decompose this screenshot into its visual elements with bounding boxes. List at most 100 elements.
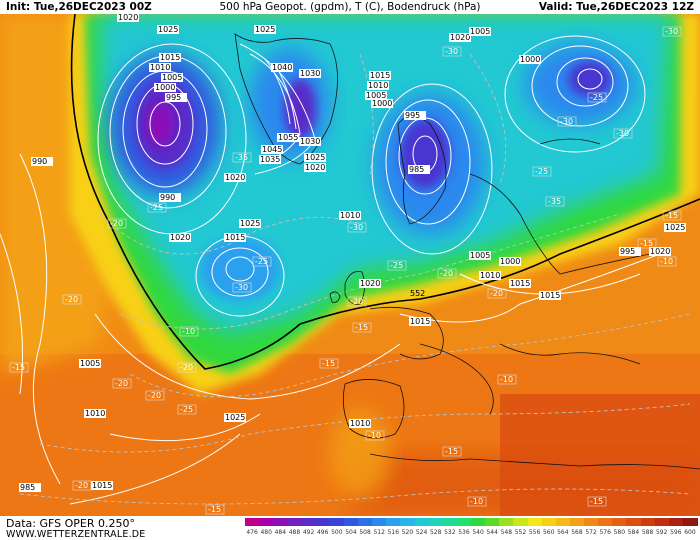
color-scale-tick: 540 — [472, 529, 484, 536]
pressure-label: 1020 — [304, 163, 326, 172]
temperature-label: -10 — [467, 496, 487, 507]
color-scale-swatch — [612, 518, 627, 526]
color-scale-tick: 528 — [429, 529, 442, 536]
color-scale-tick: 500 — [331, 529, 343, 536]
color-scale-swatch — [428, 518, 444, 526]
color-scale-swatch — [287, 518, 302, 526]
color-scale-tick: 516 — [387, 529, 400, 536]
color-scale-swatch — [654, 518, 670, 526]
color-scale-swatch — [456, 518, 472, 526]
color-scale-tick: 552 — [514, 529, 527, 536]
temperature-label: -30 — [442, 46, 462, 57]
color-scale-swatch — [358, 518, 373, 526]
svg-text:1010: 1010 — [480, 271, 500, 280]
color-scale-swatch — [301, 518, 317, 526]
svg-text:1025: 1025 — [665, 223, 685, 232]
color-scale-tick: 580 — [613, 529, 626, 536]
temperature-label: -35 — [232, 152, 252, 163]
color-scale-tick: 504 — [345, 529, 357, 536]
color-scale-tick: 536 — [458, 529, 470, 536]
temperature-label: -10 — [179, 326, 199, 337]
svg-text:1015: 1015 — [160, 53, 180, 62]
temperature-label: -20 — [437, 268, 457, 279]
color-scale-swatch — [626, 518, 641, 526]
svg-text:1020: 1020 — [650, 247, 670, 256]
website-credit: WWW.WETTERZENTRALE.DE — [6, 529, 146, 540]
temperature-label: -15 — [319, 358, 339, 369]
svg-text:990: 990 — [160, 193, 175, 202]
color-scale-tick: 520 — [401, 529, 414, 536]
svg-text:1030: 1030 — [300, 69, 320, 78]
temperature-label: -20 — [145, 390, 165, 401]
pressure-label: 1000 — [499, 257, 521, 266]
pressure-label: 1005 — [365, 91, 387, 100]
pressure-label: 1015 — [224, 233, 246, 242]
color-scale-tick: 564 — [557, 529, 569, 536]
svg-text:1040: 1040 — [272, 63, 292, 72]
pressure-label: 1015 — [509, 279, 531, 288]
color-scale-swatch — [682, 518, 698, 526]
color-scale-swatch — [315, 518, 331, 526]
temperature-label: -15 — [352, 322, 372, 333]
header-bar: Init: Tue,26DEC2023 00Z 500 hPa Geopot. … — [0, 0, 700, 14]
temperature-label: -20 — [112, 378, 132, 389]
pressure-label: 1010 — [84, 409, 106, 418]
pressure-label: 1010 — [349, 419, 371, 428]
svg-text:1005: 1005 — [470, 251, 490, 260]
svg-text:-20: -20 — [110, 219, 123, 228]
svg-text:-30: -30 — [665, 27, 678, 36]
svg-text:1015: 1015 — [540, 291, 560, 300]
svg-text:-15: -15 — [665, 211, 678, 220]
svg-text:-15: -15 — [355, 323, 368, 332]
svg-text:-20: -20 — [115, 379, 128, 388]
temperature-label: -10 — [365, 430, 385, 441]
pressure-label: 985 — [19, 483, 41, 492]
svg-text:1010: 1010 — [340, 211, 360, 220]
temperature-label: -30 — [347, 222, 367, 233]
svg-text:1025: 1025 — [255, 25, 275, 34]
pressure-label: 1020 — [449, 33, 471, 42]
pressure-label: 1025 — [304, 153, 326, 162]
svg-text:1015: 1015 — [510, 279, 530, 288]
pressure-label: 990 — [159, 193, 181, 202]
svg-text:-30: -30 — [350, 223, 363, 232]
valid-time: Valid: Tue,26DEC2023 12Z — [538, 1, 694, 13]
color-scale-swatch — [598, 518, 613, 526]
color-scale-tick: 556 — [528, 529, 541, 536]
temperature-label: -15 — [205, 504, 225, 515]
pressure-label: 1055 — [277, 133, 299, 142]
color-scale-swatch — [400, 518, 415, 526]
color-scale-tick: 476 — [246, 529, 258, 536]
temperature-label: -15 — [662, 210, 682, 221]
svg-text:1025: 1025 — [225, 413, 245, 422]
pressure-label: 1005 — [469, 251, 491, 260]
color-scale-swatch — [372, 518, 387, 526]
color-scale-swatch — [471, 518, 486, 526]
svg-text:-15: -15 — [208, 505, 221, 514]
svg-text:990: 990 — [32, 157, 47, 166]
pressure-label: 1005 — [79, 359, 101, 368]
svg-text:-20: -20 — [65, 295, 78, 304]
svg-text:-25: -25 — [255, 257, 268, 266]
svg-text:-10: -10 — [500, 375, 513, 384]
temperature-label: -20 — [177, 362, 197, 373]
svg-text:-25: -25 — [180, 405, 193, 414]
pressure-label: 1015 — [409, 317, 431, 326]
geopotential-field — [0, 14, 700, 516]
svg-text:1000: 1000 — [155, 83, 175, 92]
svg-text:1000: 1000 — [500, 257, 520, 266]
svg-text:-30: -30 — [560, 117, 573, 126]
temperature-label: -10 — [497, 374, 517, 385]
svg-text:-15: -15 — [445, 447, 458, 456]
svg-text:-15: -15 — [640, 239, 653, 248]
temperature-label: -20 — [62, 294, 82, 305]
svg-text:-25: -25 — [590, 93, 603, 102]
svg-text:1035: 1035 — [260, 155, 280, 164]
height-contour-552 — [70, 14, 700, 370]
color-scale-tick: 512 — [373, 529, 385, 536]
temperature-label: -30 — [557, 116, 577, 127]
svg-text:1010: 1010 — [150, 63, 170, 72]
pressure-label: 1030 — [299, 69, 321, 78]
color-scale-tick: 600 — [684, 529, 696, 536]
